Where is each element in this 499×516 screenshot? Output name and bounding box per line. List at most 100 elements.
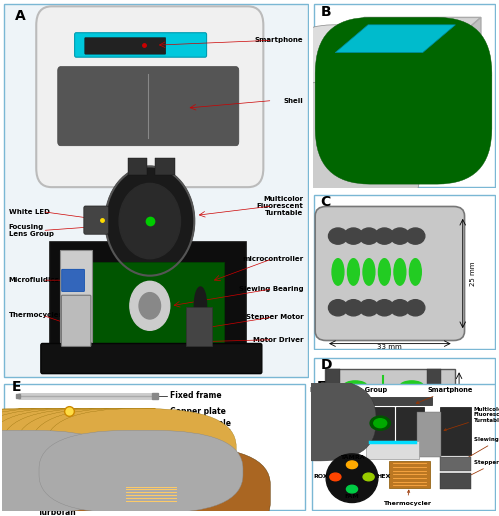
Text: HEX: HEX: [376, 474, 391, 479]
FancyBboxPatch shape: [17, 428, 155, 436]
Ellipse shape: [347, 259, 359, 285]
Circle shape: [105, 167, 194, 276]
Circle shape: [370, 416, 390, 430]
FancyBboxPatch shape: [259, 379, 376, 461]
FancyBboxPatch shape: [366, 442, 419, 459]
Ellipse shape: [400, 399, 424, 410]
Ellipse shape: [326, 454, 378, 503]
Text: Microfluidic Chip: Microfluidic Chip: [322, 444, 389, 452]
Text: FAM: FAM: [345, 494, 359, 499]
Text: 45 mm: 45 mm: [371, 505, 396, 511]
Ellipse shape: [400, 467, 424, 478]
Circle shape: [119, 183, 181, 259]
Polygon shape: [328, 49, 445, 173]
Circle shape: [328, 300, 347, 316]
Text: TAMRA: TAMRA: [340, 455, 364, 460]
Text: 25 mm: 25 mm: [470, 261, 476, 286]
FancyBboxPatch shape: [314, 358, 495, 510]
FancyBboxPatch shape: [4, 383, 305, 510]
Ellipse shape: [400, 416, 424, 427]
FancyBboxPatch shape: [440, 457, 471, 472]
FancyBboxPatch shape: [314, 195, 495, 349]
Circle shape: [359, 300, 378, 316]
Circle shape: [374, 418, 387, 428]
FancyBboxPatch shape: [1, 409, 192, 509]
FancyBboxPatch shape: [0, 409, 148, 509]
Ellipse shape: [343, 467, 367, 478]
Text: A: A: [15, 9, 25, 23]
Circle shape: [346, 485, 357, 493]
Ellipse shape: [400, 450, 424, 461]
Text: Stepper Motor: Stepper Motor: [246, 314, 303, 320]
Text: Fixed frame: Fixed frame: [170, 391, 222, 400]
Circle shape: [390, 300, 409, 316]
Circle shape: [328, 228, 347, 244]
FancyBboxPatch shape: [326, 369, 340, 499]
FancyBboxPatch shape: [315, 206, 465, 341]
FancyBboxPatch shape: [69, 262, 224, 346]
Text: Shell: Shell: [283, 98, 303, 104]
FancyBboxPatch shape: [370, 480, 397, 498]
Text: Peltier heater: Peltier heater: [170, 427, 230, 436]
Text: 200 mm: 200 mm: [314, 80, 320, 110]
Ellipse shape: [65, 287, 78, 325]
Circle shape: [406, 300, 425, 316]
Text: Stepper Motor: Stepper Motor: [459, 460, 499, 481]
Ellipse shape: [343, 381, 367, 392]
FancyBboxPatch shape: [318, 408, 336, 432]
FancyBboxPatch shape: [61, 295, 91, 346]
FancyBboxPatch shape: [10, 444, 153, 473]
Circle shape: [344, 300, 363, 316]
Polygon shape: [445, 18, 481, 173]
Circle shape: [363, 473, 374, 481]
FancyBboxPatch shape: [128, 158, 147, 175]
Ellipse shape: [400, 433, 424, 444]
FancyBboxPatch shape: [60, 250, 92, 342]
Text: Thermocycler: Thermocycler: [8, 312, 63, 318]
FancyBboxPatch shape: [155, 158, 175, 175]
FancyBboxPatch shape: [0, 409, 163, 509]
Circle shape: [359, 228, 378, 244]
Text: White LED: White LED: [8, 208, 49, 215]
Ellipse shape: [343, 416, 367, 427]
Ellipse shape: [343, 399, 367, 410]
FancyBboxPatch shape: [30, 409, 222, 509]
Text: 33 mm: 33 mm: [378, 344, 402, 350]
Text: F: F: [317, 380, 326, 394]
Text: Copper plate: Copper plate: [170, 407, 226, 415]
Circle shape: [130, 281, 170, 330]
Ellipse shape: [410, 259, 421, 285]
Circle shape: [375, 300, 394, 316]
FancyBboxPatch shape: [62, 269, 84, 292]
Ellipse shape: [343, 433, 367, 444]
Text: D: D: [321, 358, 332, 372]
FancyBboxPatch shape: [315, 18, 492, 184]
Text: Multicolor
Fluorescent
Turntable: Multicolor Fluorescent Turntable: [256, 196, 303, 216]
Text: Multicolor
Fluorescent
Turntable: Multicolor Fluorescent Turntable: [444, 407, 499, 431]
Text: C: C: [321, 195, 331, 209]
FancyBboxPatch shape: [186, 307, 212, 346]
Text: B: B: [321, 5, 331, 19]
FancyBboxPatch shape: [84, 206, 108, 234]
Circle shape: [330, 473, 341, 481]
FancyBboxPatch shape: [58, 67, 239, 146]
Text: Finned radiator: Finned radiator: [158, 454, 225, 463]
Ellipse shape: [343, 450, 367, 461]
FancyBboxPatch shape: [396, 407, 424, 440]
FancyBboxPatch shape: [36, 6, 263, 187]
FancyBboxPatch shape: [312, 383, 495, 510]
FancyBboxPatch shape: [417, 412, 441, 457]
FancyBboxPatch shape: [115, 480, 188, 507]
FancyBboxPatch shape: [45, 409, 236, 509]
Text: White LED: White LED: [313, 401, 351, 418]
Circle shape: [346, 461, 357, 469]
Ellipse shape: [378, 259, 390, 285]
FancyBboxPatch shape: [0, 409, 178, 509]
Ellipse shape: [400, 381, 424, 392]
Text: Focusing Lens Group: Focusing Lens Group: [310, 386, 387, 401]
FancyBboxPatch shape: [0, 409, 119, 509]
FancyBboxPatch shape: [440, 474, 471, 489]
Text: Slewing Bearing: Slewing Bearing: [239, 286, 303, 292]
Text: Smartphone: Smartphone: [254, 37, 303, 43]
Text: microcontroller: microcontroller: [242, 256, 303, 262]
